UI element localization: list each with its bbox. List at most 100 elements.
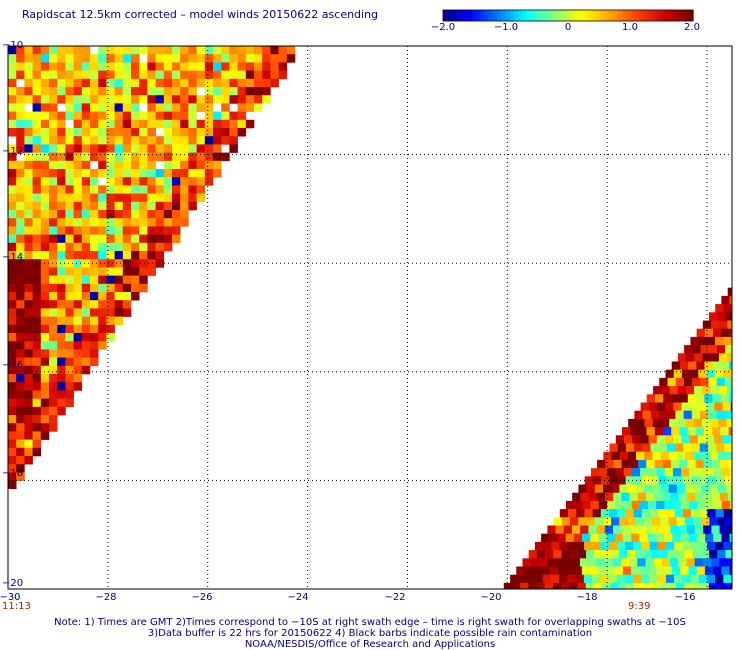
heatmap-cell: [65, 341, 74, 350]
heatmap-cell: [172, 111, 181, 121]
heatmap-cell: [639, 500, 649, 510]
heatmap-cell: [196, 103, 206, 112]
heatmap-cell: [213, 54, 222, 63]
heatmap-cell: [49, 119, 58, 129]
heatmap-cell: [49, 62, 58, 71]
colorbar-segment: [630, 10, 636, 21]
heatmap-cell: [139, 111, 148, 121]
heatmap-cell: [49, 103, 58, 112]
heatmap-cell: [712, 361, 722, 370]
heatmap-cell: [16, 316, 25, 326]
heatmap-cell: [65, 267, 74, 276]
heatmap-cell: [122, 300, 132, 309]
heatmap-cell: [163, 54, 173, 63]
heatmap-cell: [24, 201, 33, 211]
heatmap-cell: [715, 336, 724, 346]
heatmap-cell: [609, 509, 618, 518]
heatmap-cell: [40, 193, 50, 203]
heatmap-cell: [586, 550, 595, 559]
heatmap-cell: [700, 550, 710, 559]
heatmap-cell: [24, 316, 33, 326]
heatmap-cell: [49, 242, 58, 252]
heatmap-cell: [81, 283, 91, 293]
heatmap-cell: [718, 386, 728, 395]
heatmap-cell: [16, 160, 25, 170]
heatmap-cell: [90, 152, 99, 162]
colorbar-segment: [588, 10, 594, 21]
heatmap-cell: [685, 484, 694, 493]
heatmap-cell: [73, 201, 83, 211]
heatmap-cell: [659, 377, 668, 387]
heatmap-cell: [81, 275, 91, 285]
heatmap-cell: [566, 500, 575, 510]
heatmap-cell: [713, 328, 722, 338]
heatmap-cell: [122, 259, 132, 268]
heatmap-cell: [57, 111, 66, 121]
heatmap-cell: [73, 62, 83, 71]
heatmap-cell: [90, 333, 99, 342]
heatmap-cell: [24, 283, 33, 293]
heatmap-cell: [147, 210, 156, 219]
colorbar-tick-label: 1.0: [622, 22, 638, 33]
heatmap-cell: [57, 324, 66, 334]
y-tick-label: −20: [2, 578, 24, 589]
heatmap-cell: [40, 431, 50, 440]
heatmap-cell: [594, 517, 604, 526]
heatmap-cell: [49, 160, 58, 170]
heatmap-cell: [90, 300, 99, 309]
heatmap-cell: [139, 95, 148, 104]
heatmap-cell: [40, 406, 50, 416]
heatmap-cell: [106, 119, 115, 129]
heatmap-cell: [237, 119, 247, 129]
heatmap-cell: [221, 87, 230, 96]
heatmap-cell: [676, 484, 686, 493]
heatmap-cell: [16, 447, 25, 457]
heatmap-cell: [49, 95, 58, 104]
heatmap-cell: [65, 226, 74, 235]
heatmap-cell: [106, 251, 115, 260]
heatmap-cell: [720, 427, 729, 436]
heatmap-cell: [196, 62, 206, 71]
heatmap-cell: [713, 500, 723, 510]
heatmap-cell: [8, 431, 17, 440]
heatmap-cell: [722, 435, 731, 444]
heatmap-cell: [49, 234, 58, 244]
heatmap-cell: [73, 95, 83, 104]
heatmap-cell: [65, 185, 74, 194]
heatmap-cell: [24, 251, 33, 260]
y-tick-label: −16: [2, 360, 24, 371]
heatmap-cell: [106, 259, 115, 268]
colorbar-segment: [684, 10, 690, 21]
heatmap-cell: [24, 406, 33, 416]
heatmap-cell: [561, 517, 571, 526]
colorbar-segment: [618, 10, 623, 21]
heatmap-cell: [73, 87, 83, 96]
heatmap-cell: [106, 111, 115, 121]
heatmap-cell: [98, 316, 107, 326]
heatmap-cell: [665, 402, 674, 411]
heatmap-cell: [40, 333, 50, 342]
heatmap-cell: [122, 177, 132, 186]
heatmap-cell: [571, 558, 581, 567]
heatmap-cell: [8, 201, 17, 211]
heatmap-cell: [674, 541, 683, 551]
heatmap-cell: [616, 541, 626, 551]
heatmap-cell: [8, 78, 17, 88]
heatmap-cell: [690, 369, 699, 379]
heatmap-cell: [577, 582, 587, 589]
heatmap-cell: [16, 136, 25, 145]
heatmap-cell: [703, 492, 712, 502]
heatmap-cell: [668, 451, 678, 461]
heatmap-cell: [721, 295, 730, 305]
heatmap-cell: [694, 353, 703, 362]
heatmap-cell: [24, 341, 33, 350]
heatmap-cell: [40, 365, 50, 375]
heatmap-cell: [662, 525, 671, 534]
heatmap-cell: [163, 193, 173, 203]
heatmap-cell: [57, 234, 66, 244]
heatmap-cell: [16, 324, 25, 334]
heatmap-cell: [32, 144, 42, 153]
heatmap-cell: [49, 382, 58, 391]
heatmap-cell: [40, 349, 50, 358]
heatmap-cell: [57, 382, 66, 391]
